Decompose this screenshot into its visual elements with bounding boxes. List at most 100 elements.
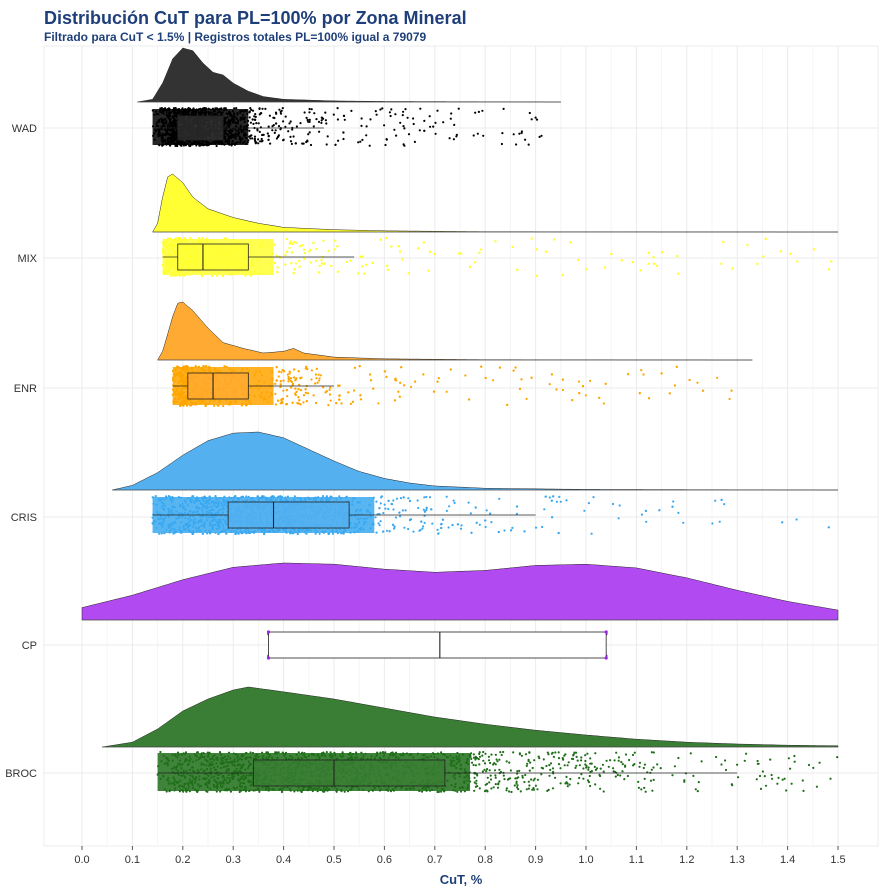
data-point [640, 369, 643, 372]
data-point [403, 144, 406, 147]
data-point [502, 107, 505, 110]
data-point [360, 124, 363, 127]
data-point [298, 259, 301, 262]
data-point [374, 110, 377, 113]
data-point [200, 274, 204, 277]
data-point [315, 118, 318, 121]
data-point [445, 390, 448, 393]
data-point [276, 266, 279, 269]
data-point [288, 372, 291, 375]
data-point [357, 272, 360, 275]
data-point [322, 239, 325, 242]
data-point [255, 122, 258, 125]
data-point [304, 391, 307, 394]
data-point [688, 378, 691, 382]
data-point [535, 118, 539, 121]
data-point [764, 237, 767, 240]
data-point [421, 527, 424, 530]
data-point [332, 113, 335, 116]
data-point [512, 133, 515, 136]
data-point [310, 369, 313, 372]
data-point [289, 377, 292, 380]
data-point [277, 125, 281, 128]
data-point [251, 109, 255, 112]
data-point [530, 118, 533, 121]
data-point [672, 500, 675, 503]
data-point [330, 264, 333, 267]
data-point [524, 138, 527, 141]
data-point [561, 378, 565, 381]
data-point [282, 389, 285, 392]
data-point [428, 115, 431, 118]
data-point [336, 270, 339, 273]
data-point [283, 370, 286, 373]
data-point [385, 138, 388, 141]
data-point [434, 132, 437, 135]
data-point [284, 263, 287, 266]
data-point [433, 252, 436, 256]
data-point [308, 250, 311, 253]
data-point [295, 390, 298, 393]
data-point [277, 375, 280, 378]
data-point [469, 512, 472, 515]
data-point [675, 365, 678, 368]
data-point [361, 265, 364, 268]
data-point [393, 525, 396, 528]
data-point [386, 264, 389, 267]
data-point [375, 531, 378, 534]
data-point [448, 137, 451, 140]
data-point [407, 527, 410, 531]
data-point [379, 108, 382, 111]
data-point [250, 108, 253, 111]
data-point [642, 373, 645, 376]
data-point [279, 112, 283, 115]
data-point [342, 114, 346, 117]
chart-title: Distribución CuT para PL=100% por Zona M… [44, 8, 467, 28]
data-point [527, 143, 530, 146]
data-point [404, 108, 407, 111]
data-point [410, 385, 413, 388]
data-point [422, 373, 425, 376]
data-point [638, 392, 641, 395]
data-point [293, 240, 296, 244]
data-point [716, 376, 719, 379]
data-point [310, 108, 313, 111]
data-point [397, 390, 400, 393]
data-point [318, 377, 321, 380]
data-point [514, 366, 517, 369]
data-point [525, 397, 528, 400]
data-point [281, 107, 284, 110]
data-point [211, 274, 214, 277]
data-point [530, 376, 533, 379]
data-point [425, 495, 428, 499]
data-point [327, 249, 330, 252]
data-point [349, 402, 352, 405]
data-point [434, 121, 437, 124]
data-point [286, 250, 289, 253]
data-point [297, 396, 300, 399]
data-point [520, 130, 524, 133]
data-point [304, 388, 307, 391]
data-point [379, 238, 382, 241]
data-point [406, 116, 409, 119]
data-point [377, 402, 380, 405]
data-point [511, 245, 514, 249]
data-point [317, 120, 321, 123]
data-point [280, 371, 283, 374]
data-point [340, 402, 343, 405]
data-point [620, 259, 623, 262]
data-point [252, 122, 255, 125]
data-point [402, 125, 405, 128]
data-point [313, 112, 316, 115]
data-point [198, 237, 201, 240]
data-point [365, 134, 368, 137]
data-point [316, 381, 319, 384]
data-point [394, 378, 397, 381]
data-point [307, 133, 310, 136]
data-point [178, 404, 182, 407]
data-point [275, 366, 278, 369]
data-point [480, 365, 483, 368]
data-point [282, 379, 285, 382]
data-point [273, 116, 276, 120]
data-point [342, 131, 345, 134]
